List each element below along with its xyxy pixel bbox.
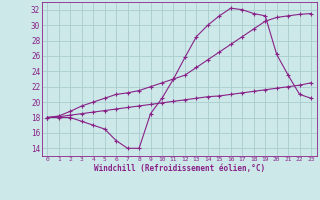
X-axis label: Windchill (Refroidissement éolien,°C): Windchill (Refroidissement éolien,°C) — [94, 164, 265, 173]
